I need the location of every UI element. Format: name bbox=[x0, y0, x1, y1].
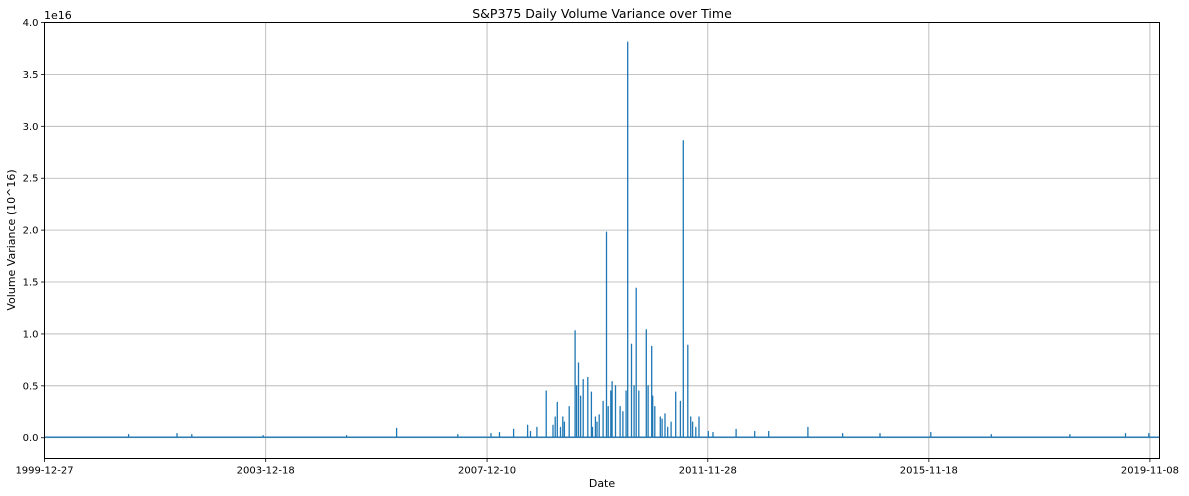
y-offset-text: 1e16 bbox=[44, 9, 72, 22]
plot-area-frame bbox=[44, 22, 1160, 459]
y-tick-label: 1.0 bbox=[23, 329, 39, 340]
x-tick-label: 2007-12-10 bbox=[458, 466, 516, 477]
y-tick-label: 3.5 bbox=[23, 70, 39, 81]
y-tick-label: 0.5 bbox=[23, 381, 39, 392]
y-axis-label: Volume Variance (10^16) bbox=[5, 169, 18, 310]
y-tick-label: 1.5 bbox=[23, 278, 39, 289]
y-tick-label: 2.0 bbox=[23, 226, 39, 237]
x-tick-label: 2003-12-18 bbox=[237, 466, 295, 477]
x-tick-label: 2019-11-08 bbox=[1121, 466, 1179, 477]
x-tick-label: 2015-11-18 bbox=[900, 466, 958, 477]
x-tick-label: 1999-12-27 bbox=[15, 466, 73, 477]
chart-title: S&P375 Daily Volume Variance over Time bbox=[472, 6, 732, 21]
x-tick-label: 2011-11-28 bbox=[679, 466, 737, 477]
y-tick-label: 3.0 bbox=[23, 122, 39, 133]
grid-lines bbox=[44, 22, 1160, 459]
y-tick-label: 2.5 bbox=[23, 174, 39, 185]
y-tick-label: 0.0 bbox=[23, 433, 39, 444]
series-line bbox=[44, 41, 1160, 438]
x-axis-label: Date bbox=[589, 477, 616, 490]
y-tick-label: 4.0 bbox=[23, 18, 39, 29]
axis-ticks: 0.0 0.5 1.0 1.5 2.0 2.5 3.0 3.5 4.0 1999-12-27 200… bbox=[15, 18, 1179, 477]
